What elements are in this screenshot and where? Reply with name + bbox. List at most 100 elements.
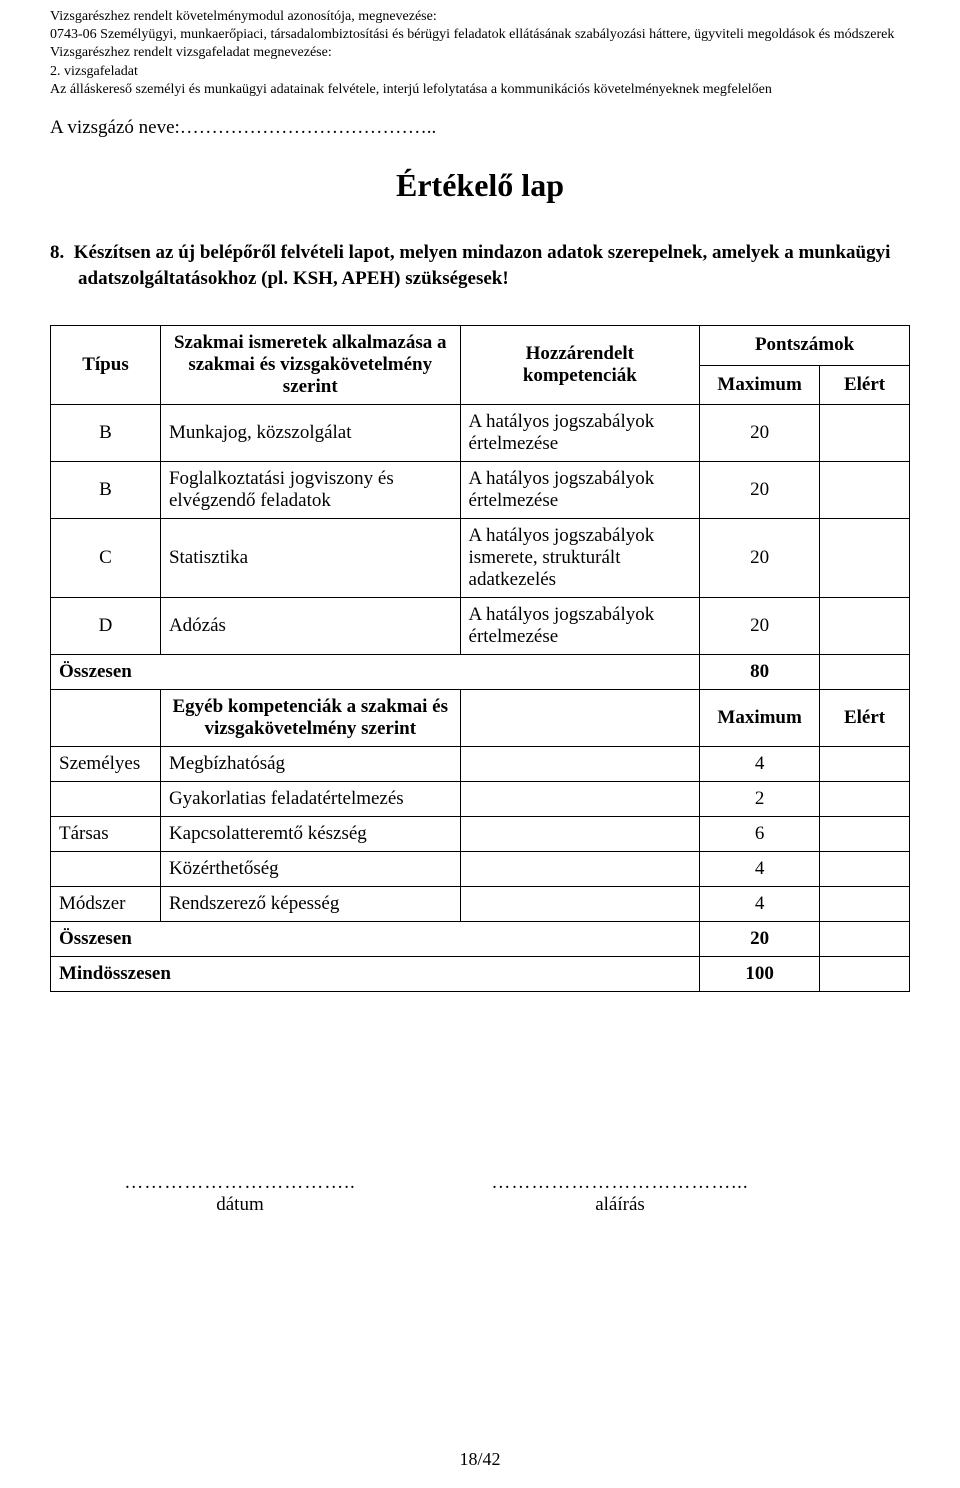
cell-competence	[460, 782, 700, 817]
date-dots: ……………………………..	[90, 1172, 390, 1194]
header-line-4: 2. vizsgafeladat	[50, 63, 910, 81]
header-line-1: Vizsgarészhez rendelt követelménymodul a…	[50, 8, 910, 26]
signature-label: aláírás	[470, 1194, 770, 1216]
cell-skill: Kapcsolatteremtő készség	[160, 817, 460, 852]
cell-max: 4	[700, 747, 820, 782]
page: Vizsgarészhez rendelt követelménymodul a…	[0, 0, 960, 1488]
hdr-skill: Szakmai ismeretek alkalmazása a szakmai …	[160, 326, 460, 405]
page-number: 18/42	[0, 1449, 960, 1470]
hdr-other-competences: Egyéb kompetenciák a szakmai és vizsgakö…	[160, 690, 460, 747]
grand-total-row: Mindösszesen 100	[51, 957, 910, 992]
cell-skill: Megbízhatóság	[160, 747, 460, 782]
cell-competence	[460, 747, 700, 782]
cell-type: Társas	[51, 817, 161, 852]
header-line-2: 0743-06 Személyügyi, munkaerőpiaci, társ…	[50, 26, 910, 44]
table-row: D Adózás A hatályos jogszabályok értelme…	[51, 598, 910, 655]
cell-skill: Rendszerező képesség	[160, 887, 460, 922]
other-header-blank	[51, 690, 161, 747]
subtotal-row-2: Összesen 20	[51, 922, 910, 957]
cell-skill: Közérthetőség	[160, 852, 460, 887]
cell-type: B	[51, 405, 161, 462]
cell-type: Személyes	[51, 747, 161, 782]
grand-total-label: Mindösszesen	[51, 957, 700, 992]
hdr-scores: Pontszámok	[700, 326, 910, 366]
vertical-spacer	[50, 992, 910, 1172]
cell-type	[51, 782, 161, 817]
hdr-maximum-2: Maximum	[700, 690, 820, 747]
cell-competence: A hatályos jogszabályok értelmezése	[460, 405, 700, 462]
cell-max: 20	[700, 462, 820, 519]
evaluation-table: Típus Szakmai ismeretek alkalmazása a sz…	[50, 325, 910, 992]
cell-type: B	[51, 462, 161, 519]
table-row: Társas Kapcsolatteremtő készség 6	[51, 817, 910, 852]
cell-achieved	[820, 887, 910, 922]
cell-max: 4	[700, 852, 820, 887]
hdr-achieved-2: Elért	[820, 690, 910, 747]
cell-max: 20	[700, 519, 820, 598]
cell-skill: Foglalkoztatási jogviszony és elvégzendő…	[160, 462, 460, 519]
other-header-comp-blank	[460, 690, 700, 747]
cell-skill: Gyakorlatias feladatértelmezés	[160, 782, 460, 817]
table-row: B Munkajog, közszolgálat A hatályos jogs…	[51, 405, 910, 462]
subtotal-achieved-2	[820, 922, 910, 957]
cell-type: D	[51, 598, 161, 655]
cell-competence	[460, 887, 700, 922]
cell-achieved	[820, 405, 910, 462]
cell-achieved	[820, 817, 910, 852]
hdr-achieved: Elért	[820, 365, 910, 405]
cell-skill: Adózás	[160, 598, 460, 655]
cell-achieved	[820, 747, 910, 782]
table-row: B Foglalkoztatási jogviszony és elvégzen…	[51, 462, 910, 519]
subtotal-label-2: Összesen	[51, 922, 700, 957]
candidate-name-line: A vizsgázó neve:…………………………………..	[50, 117, 910, 139]
table-header-row-1: Típus Szakmai ismeretek alkalmazása a sz…	[51, 326, 910, 366]
cell-max: 2	[700, 782, 820, 817]
other-header-row: Egyéb kompetenciák a szakmai és vizsgakö…	[51, 690, 910, 747]
subtotal-label: Összesen	[51, 655, 700, 690]
cell-competence: A hatályos jogszabályok értelmezése	[460, 462, 700, 519]
subtotal-achieved	[820, 655, 910, 690]
cell-achieved	[820, 462, 910, 519]
cell-max: 6	[700, 817, 820, 852]
header-line-5: Az álláskereső személyi és munkaügyi ada…	[50, 81, 910, 99]
grand-total-value: 100	[700, 957, 820, 992]
date-label: dátum	[90, 1194, 390, 1216]
instruction-text: Készítsen az új belépőről felvételi lapo…	[74, 242, 891, 289]
cell-type	[51, 852, 161, 887]
hdr-type: Típus	[51, 326, 161, 405]
cell-competence: A hatályos jogszabályok értelmezése	[460, 598, 700, 655]
cell-achieved	[820, 852, 910, 887]
table-row: C Statisztika A hatályos jogszabályok is…	[51, 519, 910, 598]
module-header: Vizsgarészhez rendelt követelménymodul a…	[50, 8, 910, 99]
cell-achieved	[820, 519, 910, 598]
signature-dots: ………………………………...	[470, 1172, 770, 1194]
signature-row: …………………………….. dátum ………………………………... aláí…	[50, 1172, 910, 1216]
date-block: …………………………….. dátum	[90, 1172, 390, 1216]
header-line-3: Vizsgarészhez rendelt vizsgafeladat megn…	[50, 44, 910, 62]
table-row: Módszer Rendszerező képesség 4	[51, 887, 910, 922]
hdr-competence: Hozzárendelt kompetenciák	[460, 326, 700, 405]
cell-competence	[460, 852, 700, 887]
subtotal-row: Összesen 80	[51, 655, 910, 690]
cell-max: 20	[700, 598, 820, 655]
cell-achieved	[820, 598, 910, 655]
cell-achieved	[820, 782, 910, 817]
grand-total-achieved	[820, 957, 910, 992]
cell-competence	[460, 817, 700, 852]
table-row: Közérthetőség 4	[51, 852, 910, 887]
cell-skill: Statisztika	[160, 519, 460, 598]
cell-max: 20	[700, 405, 820, 462]
cell-max: 4	[700, 887, 820, 922]
cell-type: Módszer	[51, 887, 161, 922]
cell-skill: Munkajog, közszolgálat	[160, 405, 460, 462]
subtotal-value: 80	[700, 655, 820, 690]
subtotal-value-2: 20	[700, 922, 820, 957]
page-title: Értékelő lap	[50, 167, 910, 204]
cell-competence: A hatályos jogszabályok ismerete, strukt…	[460, 519, 700, 598]
hdr-maximum: Maximum	[700, 365, 820, 405]
task-instruction: 8. Készítsen az új belépőről felvételi l…	[50, 240, 910, 291]
cell-type: C	[51, 519, 161, 598]
table-row: Személyes Megbízhatóság 4	[51, 747, 910, 782]
instruction-number: 8.	[50, 242, 64, 263]
signature-block: ………………………………... aláírás	[470, 1172, 770, 1216]
